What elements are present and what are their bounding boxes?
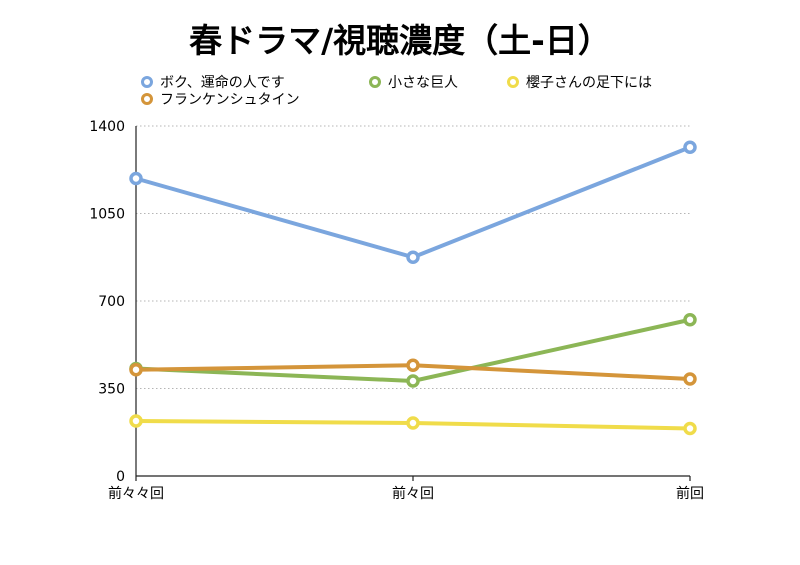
grid: [136, 125, 690, 389]
x-tick-label: 前回: [676, 485, 704, 502]
data-point: [683, 421, 697, 436]
legend-marker: [369, 76, 381, 88]
data-point: [683, 372, 697, 386]
chart-title: 春ドラマ/視聴濃度（土-日）: [189, 21, 611, 60]
legend-marker: [141, 93, 153, 105]
data-point: [406, 358, 420, 372]
y-tick-label: 1050: [89, 207, 125, 223]
series-0: [129, 140, 697, 264]
legend-label: 小さな巨人: [388, 75, 458, 91]
legend-marker: [507, 76, 519, 88]
data-point: [129, 414, 143, 428]
legend-item: 小さな巨人: [369, 75, 458, 91]
series-3: [129, 358, 697, 386]
x-tick-label: 前々々回: [108, 485, 164, 502]
series-layer: [129, 140, 697, 436]
legend-item: ボク、運命の人です: [141, 74, 285, 91]
series-2: [129, 414, 697, 436]
legend-label: フランケンシュタイン: [160, 92, 300, 108]
data-point: [683, 313, 697, 327]
y-tick-label: 350: [98, 382, 125, 398]
data-point: [406, 374, 420, 388]
legend-label: ボク、運命の人です: [160, 74, 285, 91]
y-tick-label: 1400: [89, 119, 125, 135]
axes: 0 350 700 1050 1400 前々々回 前々回 前回: [89, 119, 704, 502]
data-point: [683, 140, 697, 154]
legend-item: 櫻子さんの足下には: [507, 74, 652, 91]
series-line: [134, 145, 692, 260]
data-point: [129, 363, 143, 377]
y-tick-label: 0: [116, 469, 125, 485]
legend-marker: [141, 76, 153, 88]
data-point: [406, 416, 420, 430]
data-point: [129, 171, 143, 186]
y-tick-label: 700: [98, 294, 125, 310]
x-tick-label: 前々回: [392, 485, 434, 502]
data-point: [406, 250, 420, 264]
legend-label: 櫻子さんの足下には: [526, 74, 652, 91]
legend-item: フランケンシュタイン: [141, 92, 300, 108]
